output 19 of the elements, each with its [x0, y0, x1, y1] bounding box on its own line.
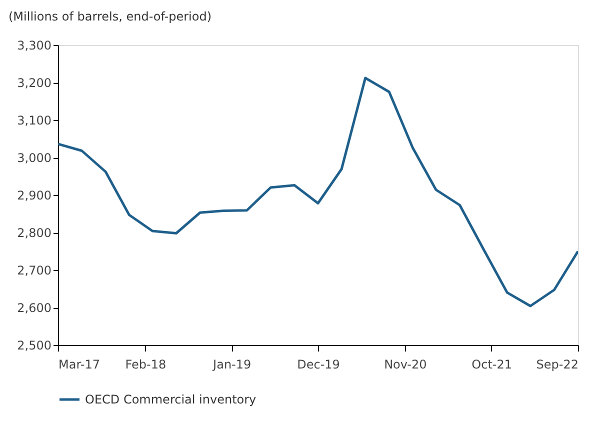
x-tick-label: Jan-19 [212, 358, 252, 372]
y-tick-label: 2,900 [17, 188, 52, 202]
y-tick-label: 3,100 [17, 114, 52, 128]
x-tick-label: Dec-19 [297, 358, 340, 372]
x-tick-label: Sep-22 [536, 358, 578, 372]
x-tick-label: Mar-17 [58, 358, 100, 372]
y-tick-label: 3,300 [17, 38, 52, 52]
y-tick-label: 3,200 [17, 76, 52, 90]
line-series [58, 76, 578, 308]
x-tick-label: Oct-21 [472, 358, 512, 372]
x-tick-label: Nov-20 [384, 358, 427, 372]
x-tick-label: Feb-18 [125, 358, 166, 372]
y-tick-label: 3,000 [17, 151, 52, 165]
y-axis-title: (Millions of barrels, end-of-period) [8, 10, 212, 24]
y-tick-label: 2,500 [17, 338, 52, 352]
legend-label: OECD Commercial inventory [85, 392, 256, 406]
y-tick-label: 2,800 [17, 226, 52, 240]
y-tick-label: 2,600 [17, 301, 52, 315]
y-tick-label: 2,700 [17, 264, 52, 278]
